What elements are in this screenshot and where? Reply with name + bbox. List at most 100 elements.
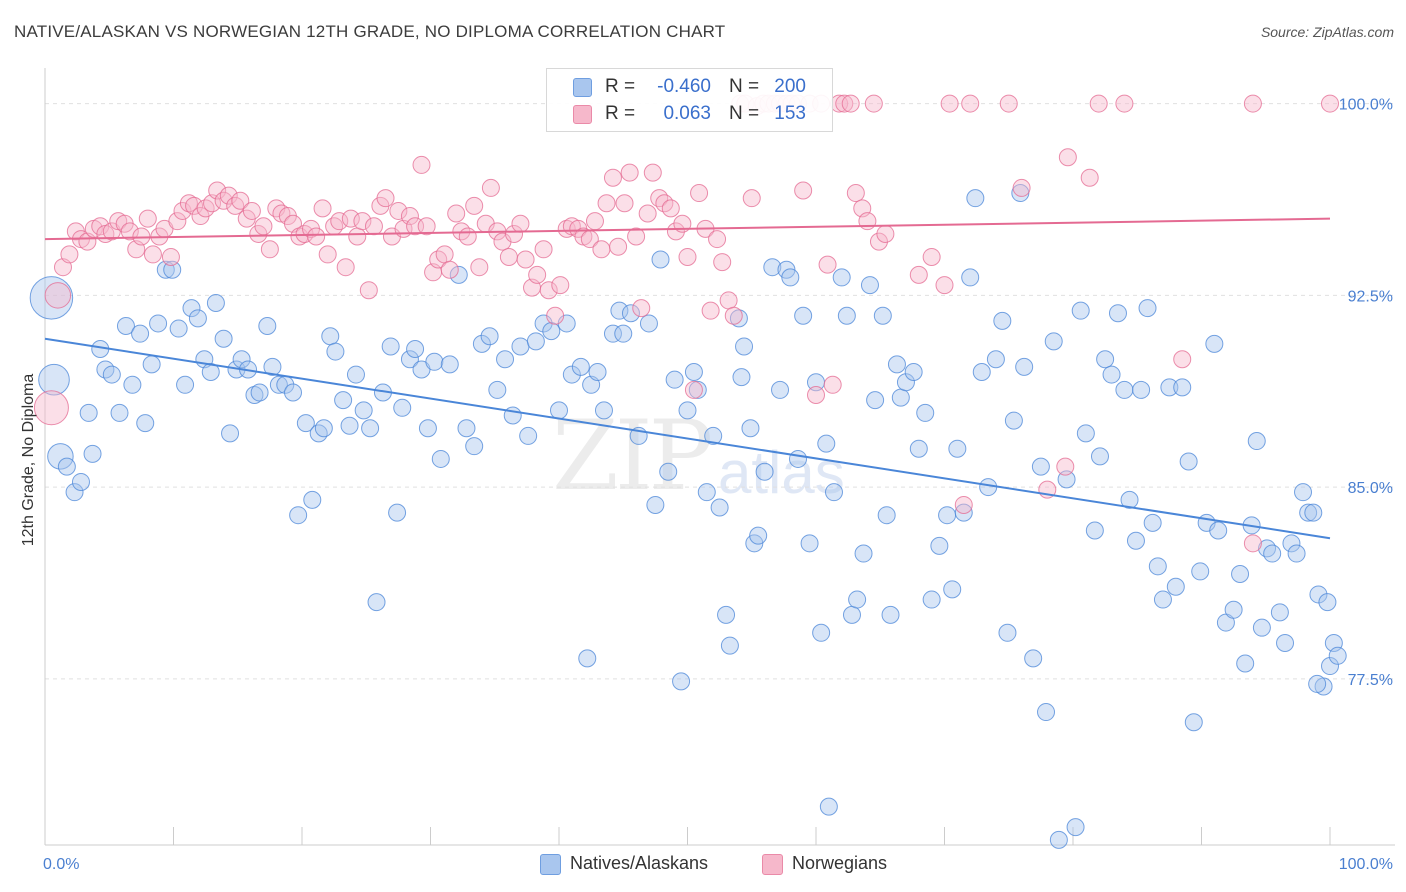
norwegian-point — [313, 199, 332, 218]
native-point — [842, 605, 861, 624]
norwegian-point — [528, 265, 547, 284]
legend-swatch-norwegians — [573, 105, 592, 124]
norwegian-point — [650, 189, 669, 208]
native-point — [400, 350, 419, 369]
native-point — [1205, 334, 1224, 353]
norwegian-point — [1089, 94, 1108, 113]
native-point — [465, 437, 484, 456]
native-point — [346, 365, 365, 384]
norwegian-point — [412, 155, 431, 174]
native-point — [1258, 539, 1277, 558]
norwegian-point — [818, 255, 837, 274]
native-point — [588, 363, 607, 382]
native-point — [65, 483, 84, 502]
native-point — [1071, 301, 1090, 320]
native-point — [550, 401, 568, 420]
series-norwegians-points — [33, 94, 1339, 553]
native-point — [142, 355, 161, 374]
norwegian-point — [666, 222, 685, 241]
native-point — [47, 443, 74, 470]
norwegian-point — [168, 212, 187, 231]
norwegian-point — [336, 258, 355, 277]
native-point — [729, 309, 748, 328]
native-point — [131, 324, 150, 343]
native-point — [1115, 380, 1134, 399]
native-point — [1263, 544, 1282, 563]
native-point — [1276, 634, 1295, 653]
native-point — [697, 483, 716, 502]
native-point — [817, 434, 836, 453]
norwegian-point — [835, 94, 854, 113]
native-point — [480, 327, 499, 346]
norwegian-point — [999, 94, 1018, 113]
norwegian-point — [684, 380, 703, 399]
norwegian-point — [1173, 350, 1192, 369]
norwegian-point — [742, 189, 761, 208]
norwegian-point — [876, 224, 895, 243]
norwegian-point — [1321, 94, 1339, 113]
x-tick-label: 100.0% — [1339, 856, 1393, 873]
native-point — [296, 414, 315, 433]
native-point — [922, 590, 941, 609]
native-point — [755, 462, 774, 481]
series-legend: Natives/Alaskans Norwegians — [0, 852, 1406, 878]
norwegian-point — [143, 245, 162, 264]
native-point — [860, 276, 879, 295]
native-point — [1270, 603, 1289, 622]
native-point — [659, 462, 678, 481]
native-point — [116, 316, 135, 335]
native-point — [123, 375, 142, 394]
native-point — [986, 350, 1005, 369]
native-point — [771, 380, 790, 399]
norwegian-point — [585, 212, 604, 231]
norwegian-point — [551, 276, 570, 295]
norwegian-point — [318, 245, 337, 264]
native-point — [303, 490, 322, 509]
native-point — [388, 503, 407, 522]
legend-swatch-natives — [540, 854, 561, 875]
native-point — [321, 327, 340, 346]
norwegian-point — [632, 299, 651, 318]
norwegian-point — [359, 281, 378, 300]
norwegian-point — [678, 247, 697, 266]
native-point — [943, 580, 962, 599]
norwegian-point — [909, 265, 928, 284]
native-point — [1294, 483, 1313, 502]
native-point — [837, 306, 856, 325]
native-point — [1132, 380, 1151, 399]
native-point — [214, 329, 233, 348]
native-point — [578, 649, 597, 668]
native-point — [824, 483, 843, 502]
native-point — [1299, 503, 1318, 522]
native-point — [1126, 531, 1145, 550]
native-point — [1085, 521, 1104, 540]
norwegian-point — [1056, 457, 1075, 476]
norwegian-point — [954, 495, 973, 514]
native-point — [354, 401, 373, 420]
native-point — [741, 419, 760, 438]
native-point — [954, 503, 973, 522]
norwegian-point — [1012, 178, 1031, 197]
native-point — [526, 332, 545, 351]
native-point — [621, 304, 640, 323]
norwegian-point — [1243, 534, 1262, 553]
norwegian-point — [470, 258, 489, 277]
native-point — [866, 391, 885, 410]
native-point — [1049, 830, 1068, 849]
native-point — [1044, 332, 1063, 351]
native-point — [972, 363, 991, 382]
norwegian-point — [940, 94, 959, 113]
series-natives-points — [29, 184, 1347, 849]
norwegian-point — [846, 184, 865, 203]
native-point — [163, 260, 182, 279]
norwegian-point — [330, 212, 349, 231]
legend-n-label: N = — [729, 76, 760, 97]
norwegian-point — [447, 204, 466, 223]
native-point — [1138, 299, 1157, 318]
native-point — [57, 457, 76, 476]
axes — [44, 68, 1395, 846]
norwegian-point — [458, 227, 477, 246]
native-point — [812, 623, 831, 642]
native-point — [314, 419, 333, 438]
native-point — [961, 268, 980, 287]
